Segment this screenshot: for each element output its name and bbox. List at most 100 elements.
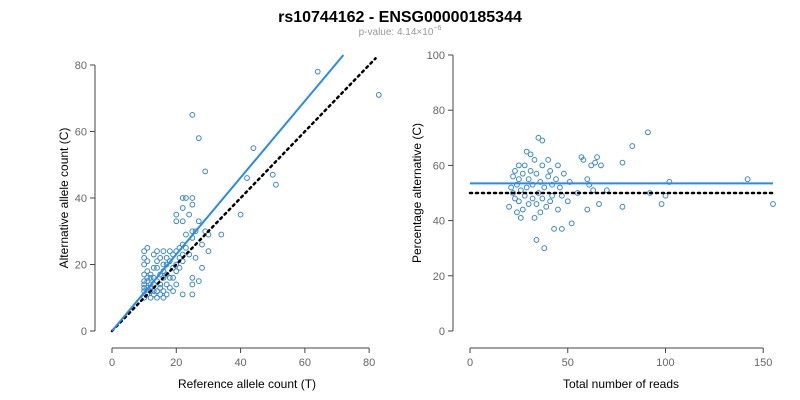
data-point — [629, 143, 636, 149]
data-point — [154, 258, 160, 265]
data-point — [529, 181, 536, 188]
data-point — [547, 198, 554, 205]
data-point — [531, 156, 538, 163]
data-point — [144, 274, 151, 281]
data-point — [537, 209, 544, 216]
x-tick-label: 0 — [467, 357, 473, 369]
data-point — [173, 268, 180, 275]
data-point — [545, 173, 552, 180]
data-point — [588, 162, 595, 169]
data-point — [218, 231, 225, 238]
data-point — [512, 195, 518, 202]
y-tick-label: 0 — [81, 326, 87, 338]
y-tick-label: 20 — [433, 271, 445, 283]
data-point — [566, 179, 573, 185]
x-axis-label: Reference allele count (T) — [178, 377, 316, 391]
data-point — [584, 176, 591, 183]
data-point — [176, 264, 183, 271]
y-tick-label: 60 — [433, 160, 445, 172]
data-point — [273, 181, 279, 188]
y-tick-label: 20 — [75, 260, 87, 272]
data-point — [173, 211, 180, 218]
data-point — [666, 179, 673, 185]
data-point — [527, 151, 534, 158]
data-point — [553, 176, 559, 183]
data-point — [179, 195, 186, 201]
data-point — [173, 218, 180, 225]
data-point — [157, 254, 164, 261]
data-point — [314, 68, 321, 75]
data-point — [195, 278, 202, 285]
y-tick-label: 40 — [75, 193, 87, 205]
data-point — [539, 162, 546, 169]
data-point — [183, 231, 189, 238]
data-point — [150, 251, 157, 258]
data-point — [662, 192, 669, 199]
data-point — [658, 201, 665, 207]
data-point — [519, 206, 526, 213]
data-point — [568, 220, 575, 227]
data-point — [527, 168, 534, 174]
data-point — [141, 278, 148, 285]
data-point — [186, 211, 193, 218]
data-point — [163, 254, 170, 261]
data-point — [250, 145, 257, 152]
data-point — [519, 170, 526, 177]
data-point — [147, 271, 154, 278]
data-point — [596, 201, 602, 207]
x-tick-label: 20 — [170, 357, 182, 369]
data-point — [555, 206, 561, 213]
x-tick-label: 150 — [754, 357, 772, 369]
data-point — [541, 184, 548, 191]
data-point — [529, 195, 536, 202]
data-point — [586, 181, 593, 188]
data-point — [525, 201, 532, 207]
data-point — [533, 170, 540, 177]
data-point — [141, 281, 148, 288]
data-point — [525, 176, 532, 183]
data-point — [375, 92, 382, 98]
data-point — [166, 284, 173, 291]
data-point — [510, 173, 516, 180]
y-tick-label: 100 — [427, 50, 445, 62]
data-point — [160, 261, 167, 268]
data-point — [154, 264, 160, 271]
data-point — [560, 170, 567, 177]
x-tick-label: 0 — [109, 357, 115, 369]
x-tick-label: 40 — [234, 357, 246, 369]
data-point — [141, 248, 148, 255]
data-point — [523, 184, 530, 191]
data-point — [533, 237, 540, 243]
data-point — [166, 258, 173, 265]
data-point — [547, 168, 554, 174]
data-point — [508, 184, 514, 191]
x-axis-label: Total number of reads — [563, 377, 679, 391]
data-point — [555, 162, 561, 169]
data-point — [531, 214, 538, 221]
data-point — [192, 254, 199, 261]
data-point — [541, 245, 548, 252]
y-axis-label: Alternative allele count (C) — [57, 128, 71, 269]
data-point — [141, 284, 148, 291]
subtitle-exponent: −6 — [433, 25, 441, 32]
data-point — [539, 137, 546, 144]
data-point — [558, 225, 565, 232]
data-point — [189, 201, 196, 208]
data-point — [147, 274, 154, 281]
data-point — [744, 176, 751, 183]
data-point — [170, 274, 176, 281]
fit-line — [111, 54, 345, 332]
data-point — [549, 192, 556, 199]
data-point — [192, 228, 199, 235]
data-point — [244, 175, 250, 181]
data-point — [160, 274, 167, 281]
data-point — [170, 288, 176, 295]
data-point — [237, 211, 244, 218]
data-point — [545, 156, 552, 163]
data-point — [515, 162, 522, 169]
data-point — [189, 111, 196, 118]
data-point — [543, 203, 550, 210]
data-point — [160, 248, 167, 255]
data-point — [598, 162, 604, 169]
